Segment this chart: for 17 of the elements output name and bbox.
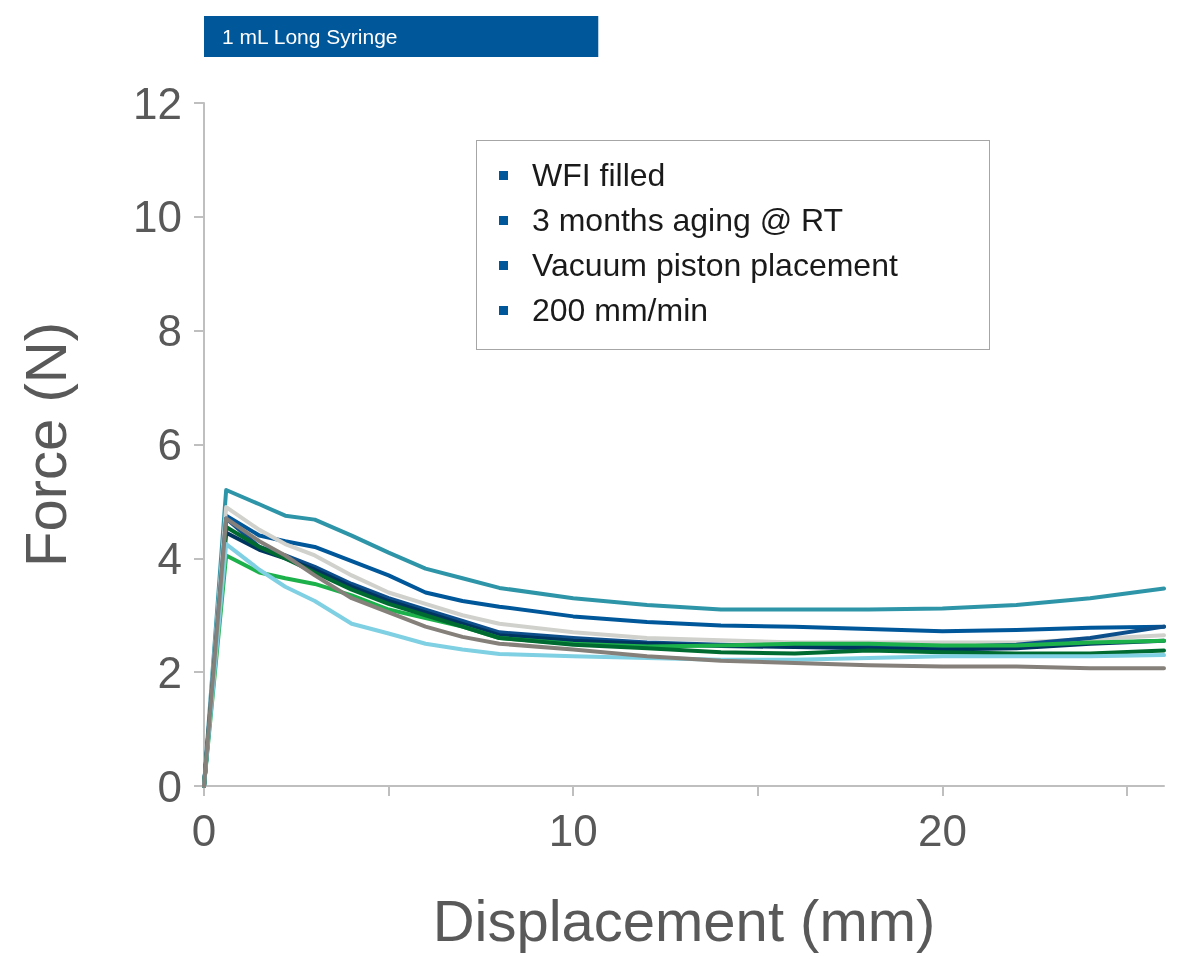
y-tick-label: 4 xyxy=(157,533,182,583)
x-tick-label: 20 xyxy=(917,805,967,855)
y-tick-label: 8 xyxy=(157,306,182,356)
x-axis-title: Displacement (mm) xyxy=(432,887,936,953)
y-tick-label: 6 xyxy=(157,420,182,469)
chart-title: 1 mL Long Syringe xyxy=(222,25,398,48)
y-tick-label: 10 xyxy=(133,192,182,242)
annotation: 3 months aging @ RT xyxy=(532,202,844,239)
y-axis-title: Force (N) xyxy=(12,322,78,567)
y-tick-label: 12 xyxy=(133,78,182,128)
annotation: Vacuum piston placement xyxy=(532,247,898,284)
annotation: 200 mm/min xyxy=(532,292,709,329)
y-tick-label: 0 xyxy=(157,761,182,811)
x-tick-label: 0 xyxy=(191,805,217,855)
annotation: WFI filled xyxy=(532,157,666,194)
x-tick-label: 10 xyxy=(548,805,598,855)
y-tick-label: 2 xyxy=(157,647,182,697)
